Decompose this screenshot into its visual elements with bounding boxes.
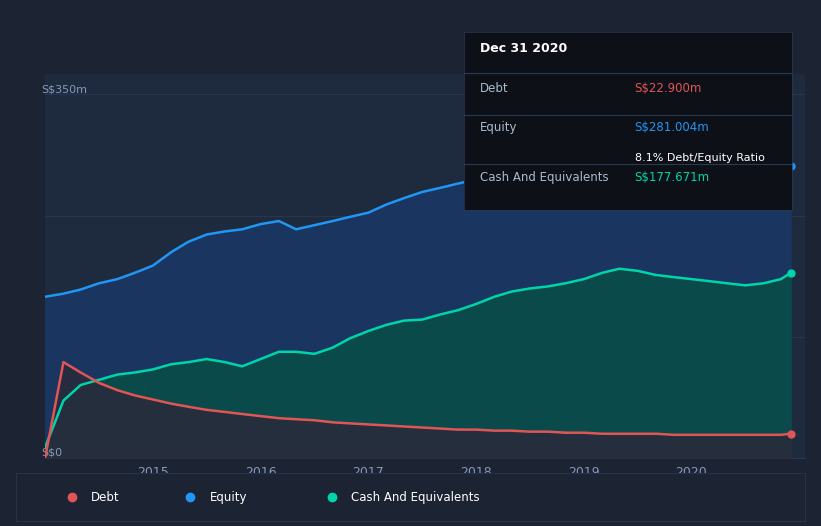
Text: Equity: Equity	[480, 121, 518, 134]
Text: Debt: Debt	[91, 491, 120, 503]
Text: Cash And Equivalents: Cash And Equivalents	[351, 491, 480, 503]
Text: S$350m: S$350m	[41, 84, 87, 94]
Text: Cash And Equivalents: Cash And Equivalents	[480, 171, 609, 184]
Text: S$0: S$0	[41, 448, 62, 458]
Text: 8.1% Debt/Equity Ratio: 8.1% Debt/Equity Ratio	[635, 153, 764, 163]
Text: Debt: Debt	[480, 82, 509, 95]
Text: Equity: Equity	[209, 491, 247, 503]
Text: Dec 31 2020: Dec 31 2020	[480, 42, 567, 55]
Text: S$177.671m: S$177.671m	[635, 171, 710, 184]
Text: S$22.900m: S$22.900m	[635, 82, 702, 95]
Text: S$281.004m: S$281.004m	[635, 121, 709, 134]
